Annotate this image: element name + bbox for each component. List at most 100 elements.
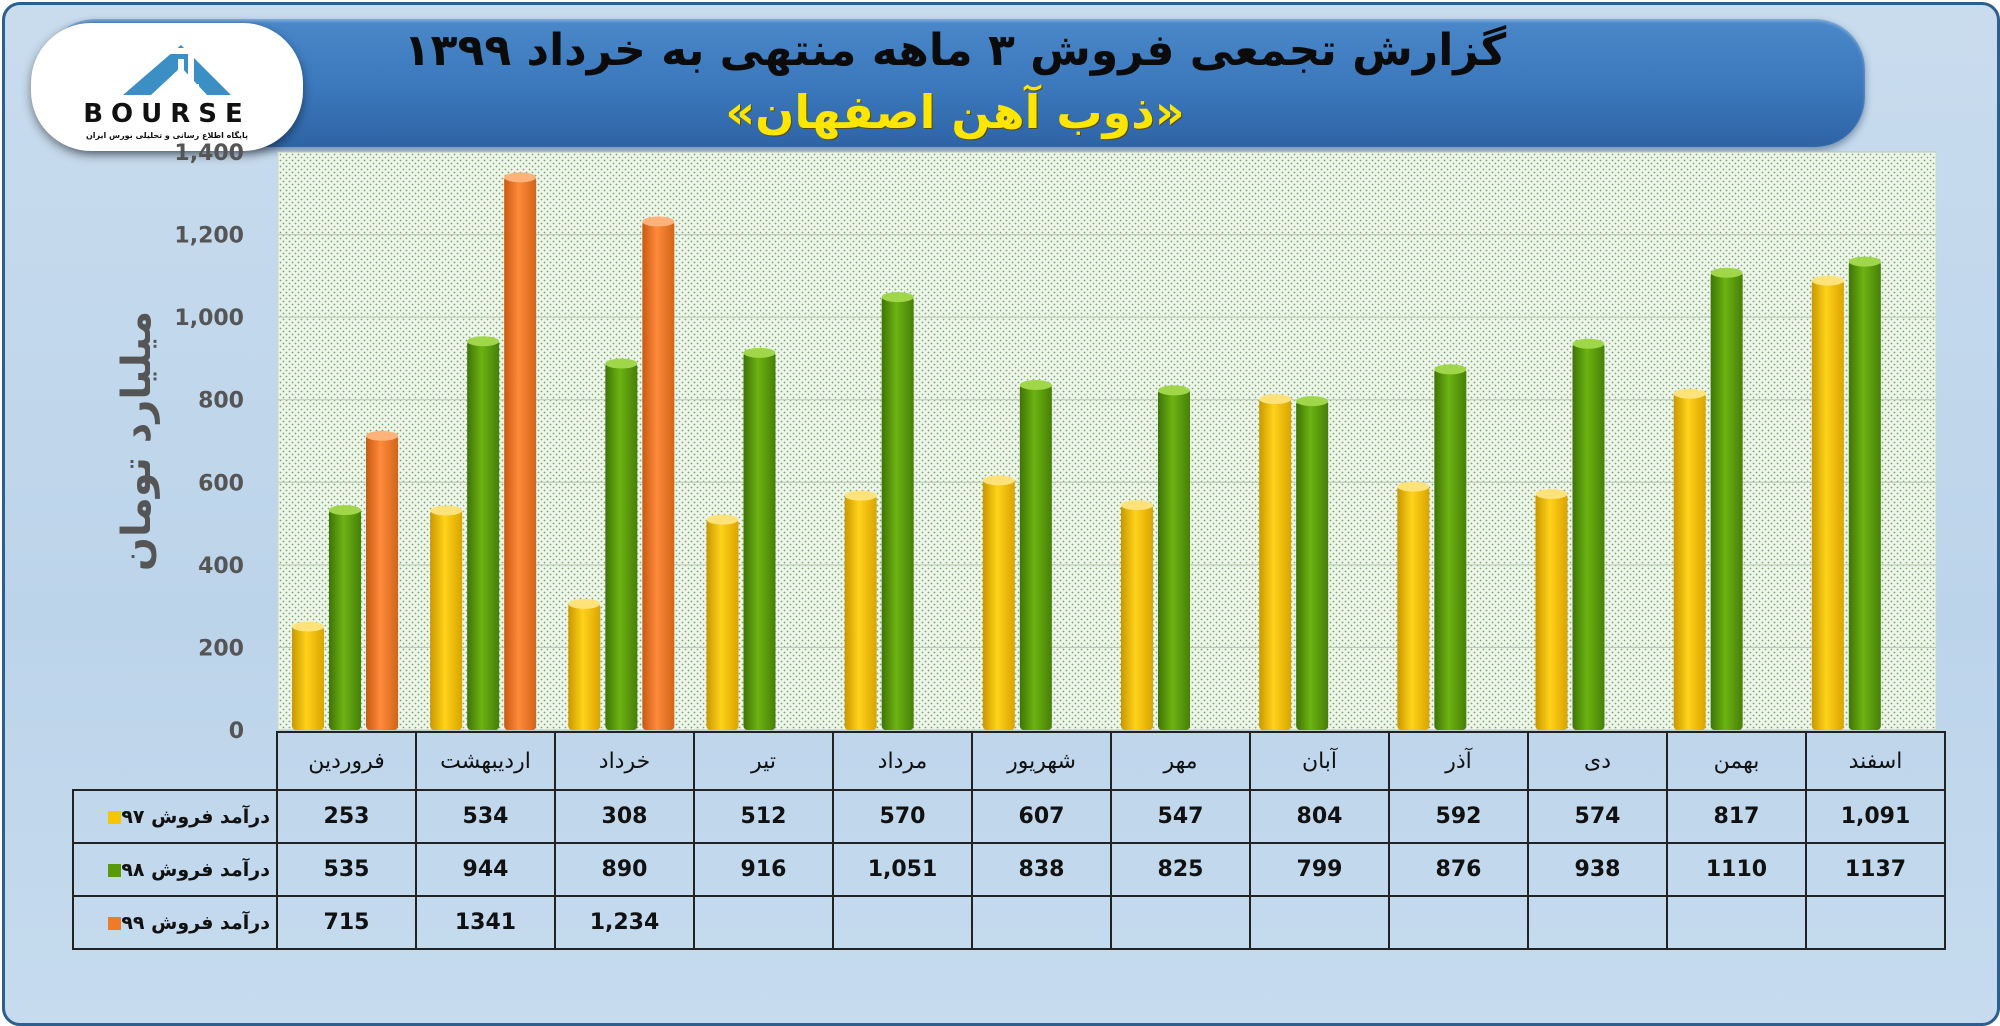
value-cell	[1527, 895, 1668, 950]
bar	[743, 351, 776, 730]
bar	[329, 509, 361, 730]
bar	[1259, 398, 1292, 730]
bar	[706, 518, 739, 730]
category-label: آذر	[1388, 731, 1529, 791]
category-label: بهمن	[1666, 731, 1807, 791]
bar-cap	[844, 490, 877, 501]
value-cell	[1249, 895, 1390, 950]
bar-cap	[1296, 396, 1329, 407]
bar-cap	[1535, 489, 1568, 500]
bar	[1434, 368, 1467, 730]
category-label: تیر	[693, 731, 834, 791]
bar-cap	[366, 430, 398, 441]
value-cell	[1110, 895, 1251, 950]
bar-cap	[568, 598, 601, 609]
bar	[1397, 485, 1430, 730]
legend-label: درآمد فروش ۹۷	[121, 805, 270, 828]
value-cell	[971, 895, 1112, 950]
bar	[467, 340, 500, 730]
bar-cap	[642, 216, 675, 227]
bar	[292, 625, 324, 730]
value-cell: 916	[693, 842, 834, 897]
y-tick-label: 600	[198, 471, 244, 496]
bars	[292, 172, 1881, 730]
bar	[568, 602, 601, 730]
y-tick-label: 1,400	[174, 141, 244, 166]
bar-cap	[467, 336, 500, 347]
value-cell: 1,091	[1805, 789, 1946, 844]
category-label: مهر	[1110, 731, 1251, 791]
bar	[1811, 279, 1844, 730]
value-cell	[1388, 895, 1529, 950]
bar-cap	[504, 172, 537, 183]
bar	[844, 494, 877, 730]
value-cell: 253	[276, 789, 417, 844]
logo-text: BOURSE	[83, 99, 251, 129]
logo-mark-icon	[123, 45, 231, 95]
bar-cap	[1019, 380, 1052, 391]
bar-cap	[1121, 500, 1153, 511]
bar-cap	[1572, 338, 1605, 349]
value-cell: 1341	[415, 895, 556, 950]
value-cell: 817	[1666, 789, 1807, 844]
category-label: اردیبهشت	[415, 731, 556, 791]
value-cell	[1805, 895, 1946, 950]
category-label: اسفند	[1805, 731, 1946, 791]
value-cell: 804	[1249, 789, 1390, 844]
value-cell	[693, 895, 834, 950]
y-tick-label: 1,200	[174, 224, 244, 249]
category-label: خرداد	[554, 731, 695, 791]
value-cell: 1,051	[832, 842, 973, 897]
legend-swatch	[108, 916, 122, 930]
bar-cap	[430, 505, 463, 516]
value-cell: 535	[276, 842, 417, 897]
value-cell: 1137	[1805, 842, 1946, 897]
value-cell: 512	[693, 789, 834, 844]
table-row: درآمد فروش ۹۹ 715 1341 1,234	[72, 895, 1946, 950]
category-label: شهریور	[971, 731, 1112, 791]
y-tick-label: 800	[198, 389, 244, 414]
chart-title: گزارش تجمعی فروش ۳ ماهه منتهی به خرداد ۱…	[403, 25, 1507, 76]
value-cell: 799	[1249, 842, 1390, 897]
bar	[1710, 271, 1743, 730]
bar	[1572, 342, 1605, 730]
bar-cap	[982, 475, 1015, 486]
bar	[982, 479, 1015, 730]
value-cell: 944	[415, 842, 556, 897]
bar	[881, 296, 914, 730]
value-cell: 838	[971, 842, 1112, 897]
legend-entry: درآمد فروش ۹۸	[72, 842, 278, 897]
bar-cap	[1434, 364, 1467, 375]
value-cell: 547	[1110, 789, 1251, 844]
value-cell: 1,234	[554, 895, 695, 950]
data-table: فروردین اردیبهشت خرداد تیر مرداد شهریور مهر آبا…	[72, 731, 1946, 950]
legend-swatch	[108, 863, 122, 877]
legend-label: درآمد فروش ۹۸	[121, 858, 270, 881]
bar-cap	[1158, 385, 1190, 396]
legend-entry: درآمد فروش ۹۹	[72, 895, 278, 950]
table-header-row: فروردین اردیبهشت خرداد تیر مرداد شهریور مهر آبا…	[73, 731, 1946, 791]
bar-cap	[706, 514, 739, 525]
bar-cap	[329, 505, 361, 516]
value-cell: 534	[415, 789, 556, 844]
value-cell	[832, 895, 973, 950]
category-label: فروردین	[276, 731, 417, 791]
bar-cap	[292, 621, 324, 632]
y-tick-label: 1,000	[174, 306, 244, 331]
category-label: دی	[1527, 731, 1668, 791]
bar-cap	[605, 358, 638, 369]
plot-area	[277, 151, 1937, 731]
category-label: آبان	[1249, 731, 1390, 791]
bourse-logo: BOURSE پایگاه اطلاع رسانی و تحلیلی بورس …	[31, 23, 303, 151]
bar	[1121, 504, 1153, 730]
bar-cap	[1811, 275, 1844, 286]
bar-cap	[1710, 267, 1743, 278]
bar	[1158, 389, 1190, 730]
value-cell: 1110	[1666, 842, 1807, 897]
logo-subtext: پایگاه اطلاع رسانی و تحلیلی بورس ایران	[85, 131, 249, 140]
title-banner: گزارش تجمعی فروش ۳ ماهه منتهی به خرداد ۱…	[45, 19, 1865, 147]
value-cell: 574	[1527, 789, 1668, 844]
value-cell: 938	[1527, 842, 1668, 897]
bar-cap	[1848, 256, 1881, 267]
